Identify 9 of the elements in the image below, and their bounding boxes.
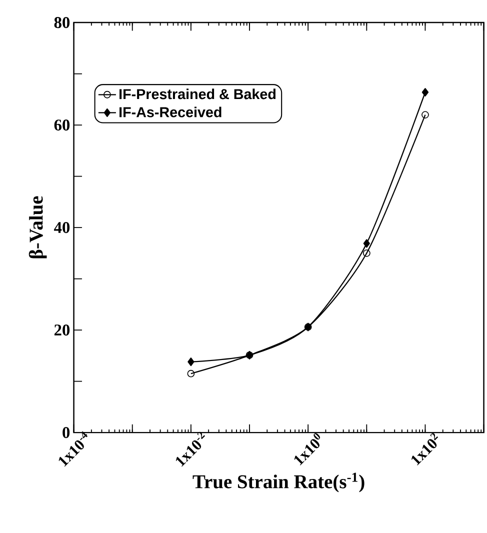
legend-label: IF-As-Received <box>120 106 222 118</box>
x-axis-title: True Strain Rate(s$^{-1}$) <box>192 472 364 492</box>
y-tick-label: 20 <box>54 324 70 336</box>
y-axis-title: β-Value <box>28 196 47 258</box>
y-tick-label: 40 <box>54 222 70 234</box>
y-tick-label: 0 <box>62 427 70 438</box>
y-tick-label: 60 <box>54 120 70 131</box>
legend-label: IF-Prestrained & Baked <box>120 88 276 100</box>
y-tick-label: 80 <box>54 17 70 28</box>
